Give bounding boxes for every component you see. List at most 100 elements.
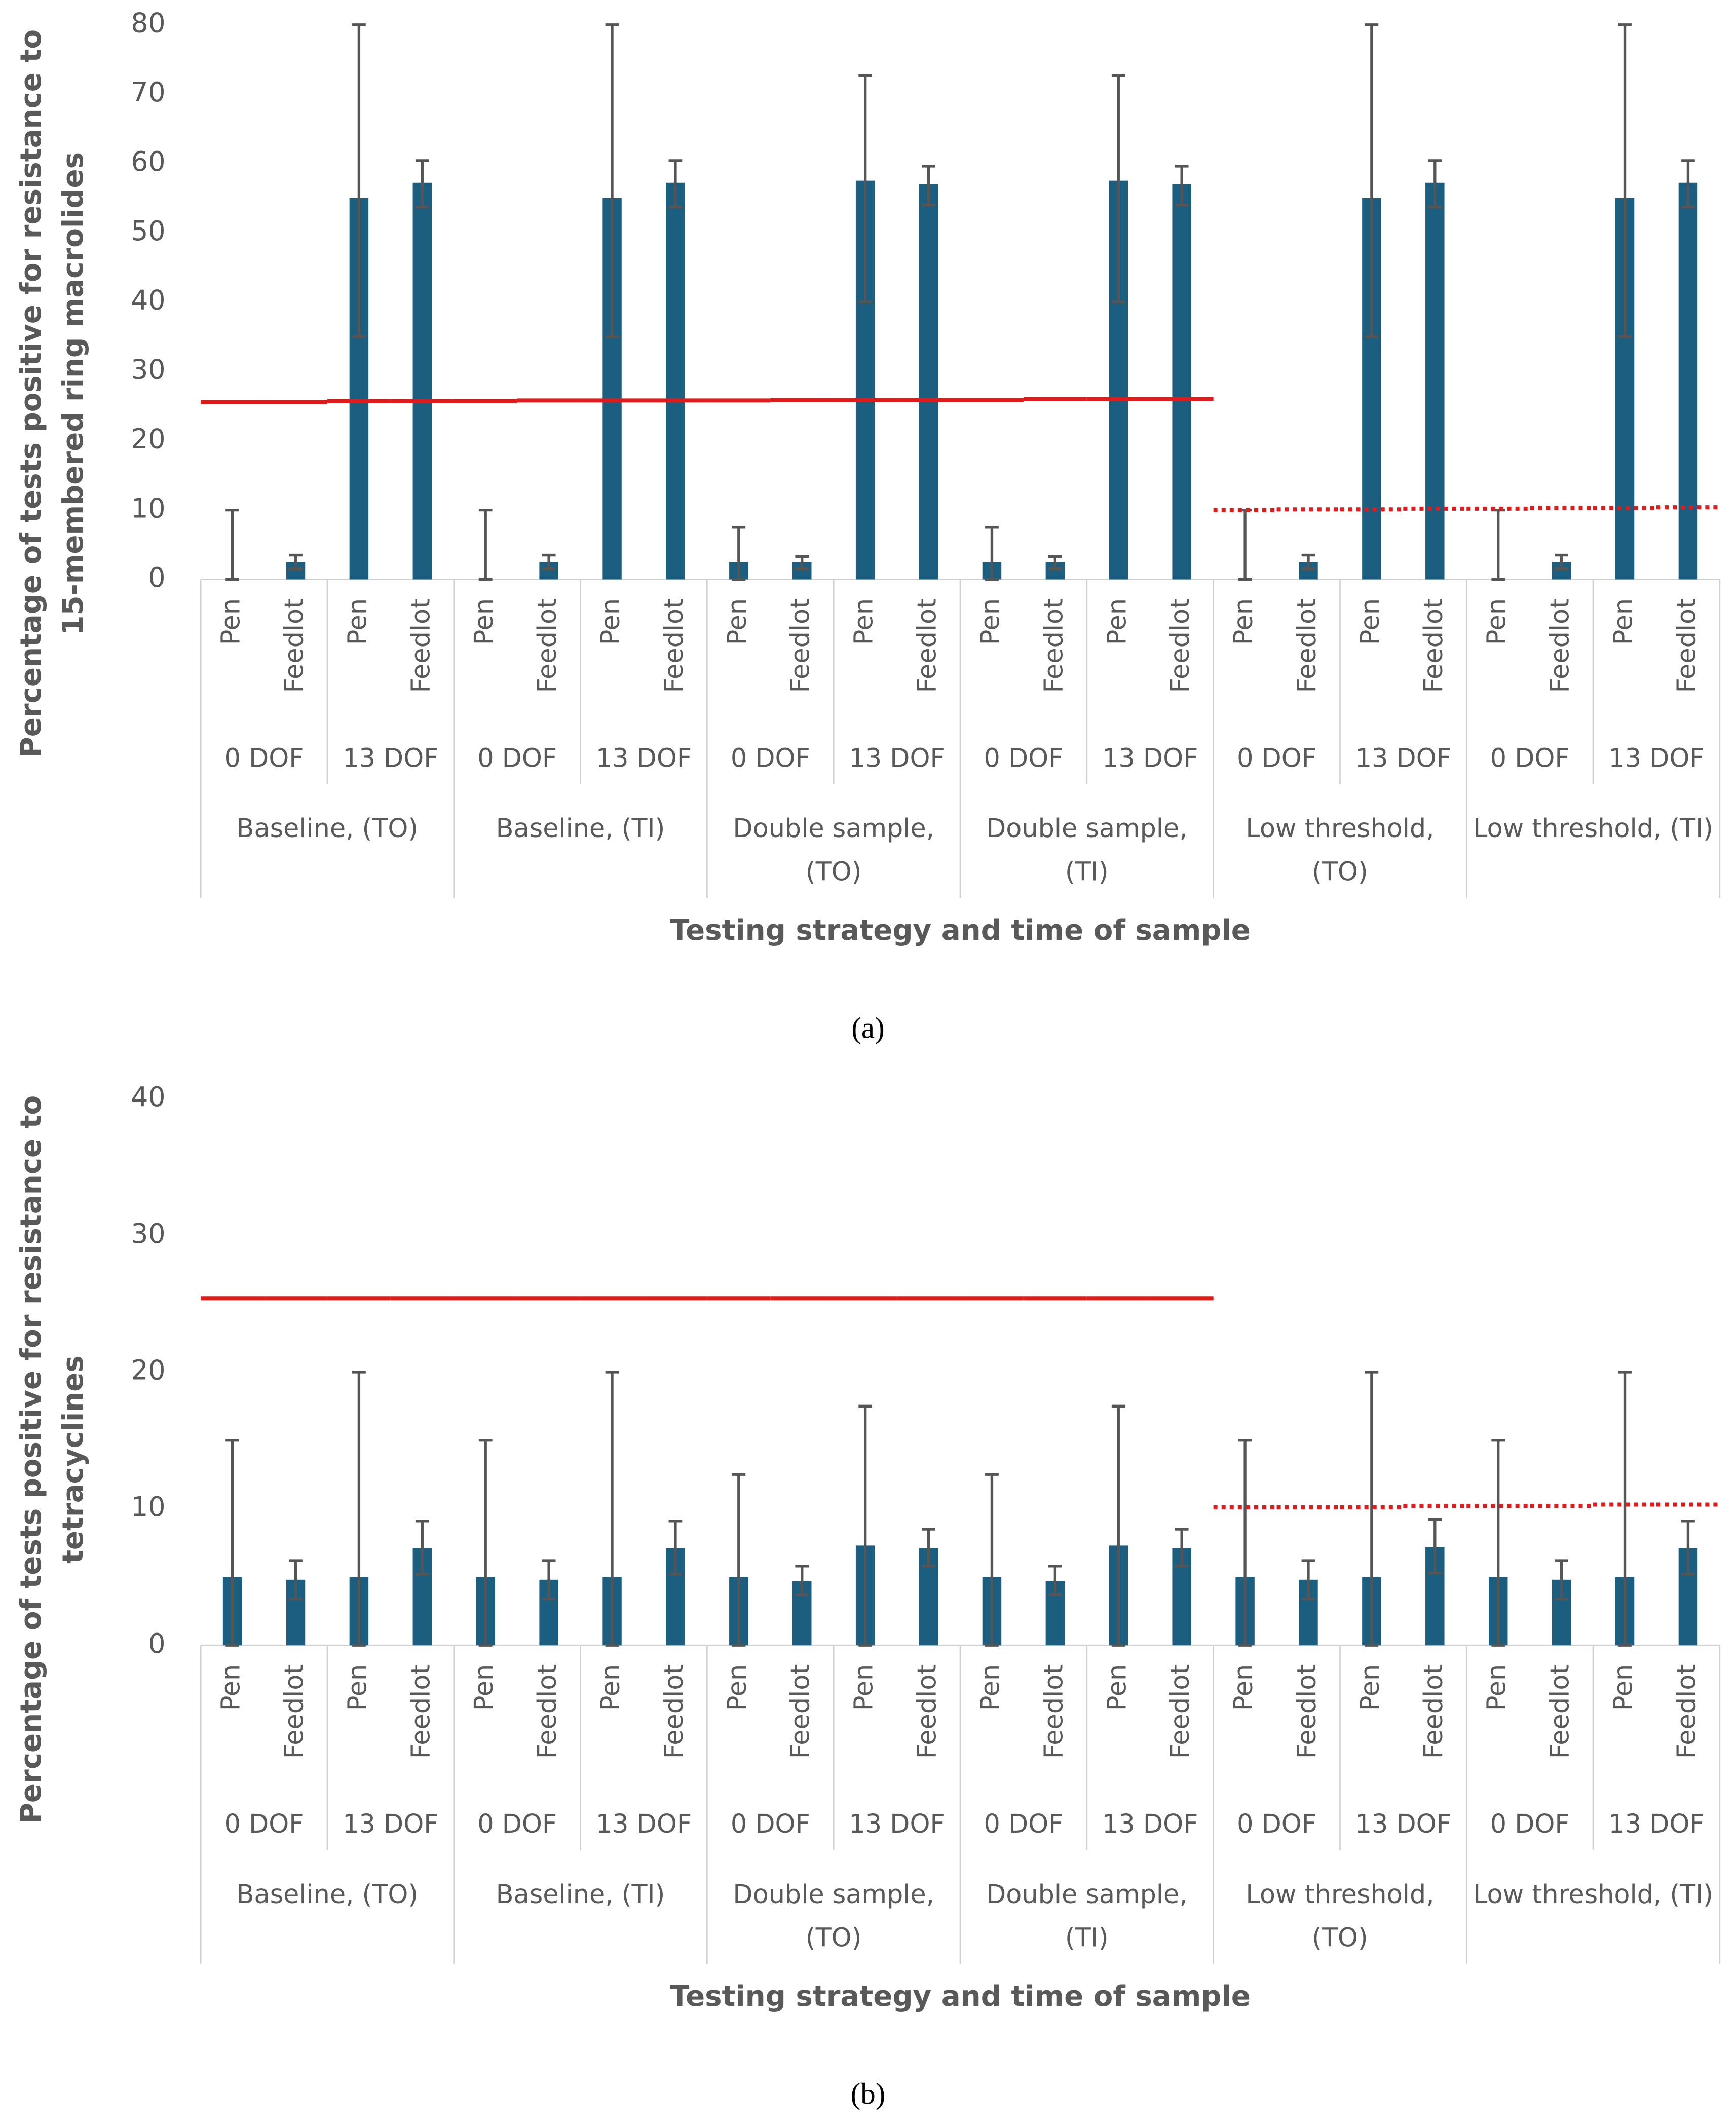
x-supergroup-label-box: Double sample, (TI) <box>986 814 1188 888</box>
y-tick-label: 20 <box>131 423 165 454</box>
x-group-label: 13 DOF <box>849 743 945 773</box>
x-tick-label: Feedlot <box>405 598 435 693</box>
x-tick-label: Pen <box>1355 598 1385 645</box>
x-tick-label: Pen <box>1228 1664 1258 1711</box>
x-tick-label: Feedlot <box>785 1664 815 1759</box>
bar <box>919 184 938 580</box>
x-tick-label: Feedlot <box>785 598 815 693</box>
bar <box>412 182 432 580</box>
x-tick-label: Feedlot <box>1292 1664 1322 1759</box>
x-tick-label: Pen <box>1102 1664 1131 1711</box>
y-tick-label: 60 <box>131 145 165 177</box>
x-supergroup-label: Low threshold, (TI) <box>1473 814 1714 844</box>
x-tick-label: Feedlot <box>532 1664 562 1759</box>
x-tick-label: Pen <box>216 1664 246 1711</box>
x-tick-label: Feedlot <box>912 1664 942 1759</box>
x-group-label: 0 DOF <box>984 1809 1063 1839</box>
x-supergroup-label: Baseline, (TO) <box>236 1880 419 1910</box>
x-group-label: 13 DOF <box>343 743 438 773</box>
x-group-label: 0 DOF <box>224 1809 304 1839</box>
x-group-label: 13 DOF <box>1355 743 1451 773</box>
x-group-label: 0 DOF <box>477 1809 557 1839</box>
x-supergroup-label: Double sample, (TI) <box>986 1880 1188 1953</box>
x-tick-label: Pen <box>216 598 246 645</box>
x-tick-label: Pen <box>595 598 625 645</box>
x-supergroup-label-box: Low threshold, (TI) <box>1473 814 1714 844</box>
x-tick-label: Feedlot <box>659 1664 689 1759</box>
x-group-label: 0 DOF <box>1490 743 1570 773</box>
y-tick-label: 40 <box>131 284 165 316</box>
x-tick-label: Feedlot <box>1545 1664 1575 1759</box>
x-tick-label: Feedlot <box>1292 598 1322 693</box>
y-tick-label: 30 <box>131 354 165 386</box>
x-tick-label: Feedlot <box>279 1664 309 1759</box>
bar <box>666 182 685 580</box>
x-group-label: 13 DOF <box>343 1809 438 1839</box>
x-group-label: 13 DOF <box>1355 1809 1451 1839</box>
x-supergroup-label: Double sample, (TI) <box>986 814 1188 888</box>
x-tick-label: Pen <box>722 1664 752 1711</box>
y-tick-label: 30 <box>131 1218 165 1249</box>
x-tick-label: Pen <box>595 1664 625 1711</box>
x-tick-label: Pen <box>1228 598 1258 645</box>
x-tick-label: Feedlot <box>1038 1664 1068 1759</box>
x-tick-label: Pen <box>975 1664 1005 1711</box>
x-supergroup-label-box: Double sample, (TO) <box>733 814 934 888</box>
y-tick-label: 20 <box>131 1354 165 1386</box>
x-supergroup-label-box: Baseline, (TI) <box>496 814 665 844</box>
x-group-label: 13 DOF <box>1608 1809 1704 1839</box>
x-tick-label: Pen <box>975 598 1005 645</box>
x-group-label: 13 DOF <box>1102 1809 1198 1839</box>
x-tick-label: Pen <box>1482 598 1512 645</box>
x-supergroup-label: Baseline, (TI) <box>496 1880 665 1910</box>
y-tick-label: 0 <box>148 561 165 593</box>
x-supergroup-label: Double sample, (TO) <box>733 1880 934 1953</box>
x-supergroup-label-box: Baseline, (TO) <box>237 814 419 844</box>
x-tick-label: Pen <box>722 598 752 645</box>
x-supergroup-label-box: Low threshold, (TO) <box>1246 814 1434 888</box>
x-supergroup-label-box: Low threshold, (TO) <box>1246 1880 1435 1953</box>
x-tick-label: Pen <box>1355 1664 1385 1711</box>
x-supergroup-label: Low threshold, (TO) <box>1246 1880 1435 1953</box>
y-tick-label: 80 <box>131 7 165 39</box>
y-tick-label: 0 <box>148 1627 165 1659</box>
y-axis-title: Percentage of tests positive for resista… <box>15 1095 48 1824</box>
x-supergroup-label-box: Baseline, (TI) <box>496 1880 665 1910</box>
x-group-label: 13 DOF <box>1608 743 1704 773</box>
x-tick-label: Feedlot <box>912 598 942 693</box>
x-tick-label: Pen <box>849 1664 879 1711</box>
x-tick-label: Pen <box>469 1664 499 1711</box>
x-group-label: 0 DOF <box>1237 1809 1316 1839</box>
x-supergroup-label-box: Double sample, (TO) <box>733 1880 934 1953</box>
x-group-label: 13 DOF <box>596 1809 692 1839</box>
x-supergroup-label: Double sample, (TO) <box>733 814 934 888</box>
x-tick-label: Feedlot <box>1038 598 1068 693</box>
x-tick-label: Feedlot <box>532 598 562 693</box>
bar <box>1678 182 1698 580</box>
x-tick-label: Feedlot <box>1165 1664 1195 1759</box>
x-tick-label: Pen <box>1482 1664 1512 1711</box>
x-axis-title: Testing strategy and time of sample <box>670 1980 1251 2013</box>
x-group-label: 13 DOF <box>1102 743 1198 773</box>
x-supergroup-label-box: Low threshold, (TI) <box>1473 1880 1714 1910</box>
x-tick-label: Feedlot <box>659 598 689 693</box>
x-tick-label: Pen <box>849 598 879 645</box>
y-tick-label: 70 <box>131 76 165 108</box>
y-tick-label: 10 <box>131 492 165 524</box>
x-tick-label: Pen <box>1608 598 1638 645</box>
x-supergroup-label-box: Baseline, (TO) <box>236 1880 419 1910</box>
x-tick-label: Feedlot <box>279 598 309 693</box>
x-group-label: 0 DOF <box>477 743 557 773</box>
x-group-label: 0 DOF <box>984 743 1063 773</box>
x-tick-label: Pen <box>1102 598 1131 645</box>
x-group-label: 0 DOF <box>731 743 810 773</box>
y-axis-title: tetracyclines <box>57 1355 90 1564</box>
x-supergroup-label-box: Double sample, (TI) <box>986 1880 1188 1953</box>
y-axis-title: 15-membered ring macrolides <box>57 152 90 635</box>
caption: (a) <box>851 1011 884 1044</box>
y-tick-label: 50 <box>131 215 165 247</box>
x-group-label: 0 DOF <box>1237 743 1316 773</box>
x-supergroup-label: Low threshold, (TI) <box>1473 1880 1714 1910</box>
